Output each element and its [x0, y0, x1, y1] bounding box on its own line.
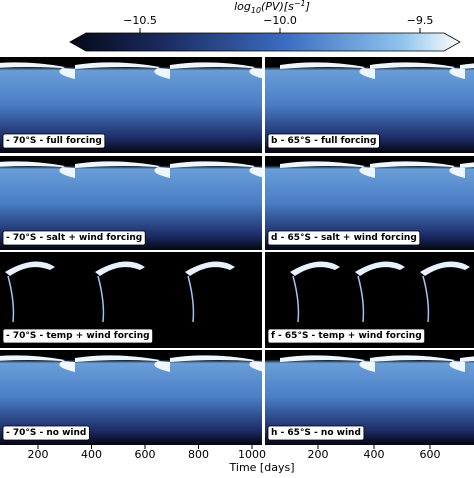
pv-plume — [187, 275, 195, 323]
panel-label-box — [267, 133, 380, 149]
pv-feature — [5, 261, 55, 276]
x-tick-label: 1000 — [238, 448, 266, 461]
panel-label: h - 65°S - no wind — [271, 428, 361, 438]
pv-feature — [185, 261, 235, 276]
x-tick-label: 600 — [420, 448, 441, 461]
x-tick-label: 200 — [28, 448, 49, 461]
pv-ridge — [460, 63, 474, 69]
pv-ridge — [75, 355, 170, 372]
pv-ridge — [370, 355, 465, 372]
pv-ridge — [370, 62, 465, 79]
panel-label-box — [2, 328, 154, 344]
panel-label-box — [2, 133, 106, 149]
pv-feature — [95, 261, 145, 276]
pv-feature — [290, 261, 340, 276]
panel-label-box — [2, 425, 90, 441]
pv-ridge — [170, 161, 265, 178]
panel-label: b - 65°S - full forcing — [271, 136, 376, 146]
colorbar-tick-label: −9.5 — [407, 14, 434, 27]
x-tick-label: 800 — [188, 448, 209, 461]
pv-plume — [422, 275, 430, 323]
pv-feature — [420, 261, 470, 276]
colorbar-tick-label: −10.5 — [123, 14, 157, 27]
pv-ridge — [75, 62, 170, 79]
colorbar-tick-label: −10.0 — [263, 14, 297, 27]
colorbar — [69, 32, 461, 52]
pv-ridge — [170, 62, 265, 79]
panel-label: f - 65°S - temp + wind forcing — [271, 331, 422, 341]
pv-plume — [357, 275, 365, 323]
pv-ridge — [460, 356, 474, 362]
pv-ridge — [0, 161, 75, 178]
panel-label: d - 65°S - salt + wind forcing — [271, 233, 417, 243]
pv-plume — [7, 275, 15, 323]
pv-plume — [97, 275, 105, 323]
pv-ridge — [0, 62, 75, 79]
pv-ridge — [170, 355, 265, 372]
pv-ridge — [460, 162, 474, 168]
panel-label: - 70°S - no wind — [6, 428, 86, 438]
x-tick-label: 400 — [364, 448, 385, 461]
pv-ridge — [280, 355, 375, 372]
panel-label-box — [267, 328, 426, 344]
pv-ridge — [370, 161, 465, 178]
x-tick-label: 600 — [135, 448, 156, 461]
pv-ridge — [280, 62, 375, 79]
colorbar-label: log10(PV)[s−1] — [234, 0, 310, 15]
x-tick-label: 200 — [308, 448, 329, 461]
panel-label-box — [267, 425, 365, 441]
pv-plume — [292, 275, 300, 323]
pv-ridge — [75, 161, 170, 178]
pv-ridge — [280, 161, 375, 178]
panel-label-box — [267, 230, 421, 246]
x-tick-label: 400 — [81, 448, 102, 461]
pv-feature — [355, 261, 405, 276]
panel-label: - 70°S - temp + wind forcing — [6, 331, 150, 341]
panel-label: - 70°S - full forcing — [6, 136, 102, 146]
pv-ridge — [0, 355, 75, 372]
x-axis-label: Time [days] — [229, 461, 295, 474]
panel-label: - 70°S - salt + wind forcing — [6, 233, 142, 243]
panel-label-box — [2, 230, 146, 246]
